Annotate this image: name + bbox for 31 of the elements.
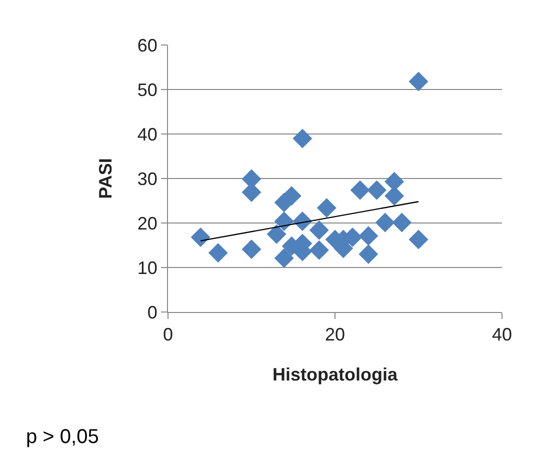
y-tick-label: 30: [137, 168, 158, 189]
x-tick-label: 20: [324, 324, 346, 345]
point: [266, 224, 286, 244]
x-tick-label: 40: [492, 324, 512, 345]
point: [292, 128, 312, 148]
y-axis-title: PASI: [96, 158, 116, 199]
y-tick-label: 0: [147, 302, 158, 322]
point: [408, 72, 428, 92]
y-tick-label: 40: [137, 124, 158, 144]
point: [350, 180, 370, 200]
point: [242, 240, 262, 260]
point: [358, 226, 378, 246]
point: [309, 220, 329, 240]
point: [367, 180, 386, 200]
point: [274, 248, 294, 268]
text: p > 0,05: [26, 426, 99, 448]
point: [375, 212, 395, 232]
point: [358, 244, 378, 264]
y-tick-label: 10: [137, 258, 158, 278]
y-tick-label: 50: [137, 80, 158, 100]
point: [408, 230, 428, 250]
y-tick-label: 60: [137, 35, 158, 56]
point: [316, 198, 336, 218]
point: [309, 240, 329, 260]
point: [208, 243, 228, 263]
point: [392, 212, 412, 232]
x-axis-title: Histopatologia: [272, 364, 398, 385]
x-tick-label: 0: [162, 324, 174, 345]
y-tick-label: 20: [137, 213, 158, 234]
point: [274, 211, 294, 231]
point: [190, 227, 210, 247]
